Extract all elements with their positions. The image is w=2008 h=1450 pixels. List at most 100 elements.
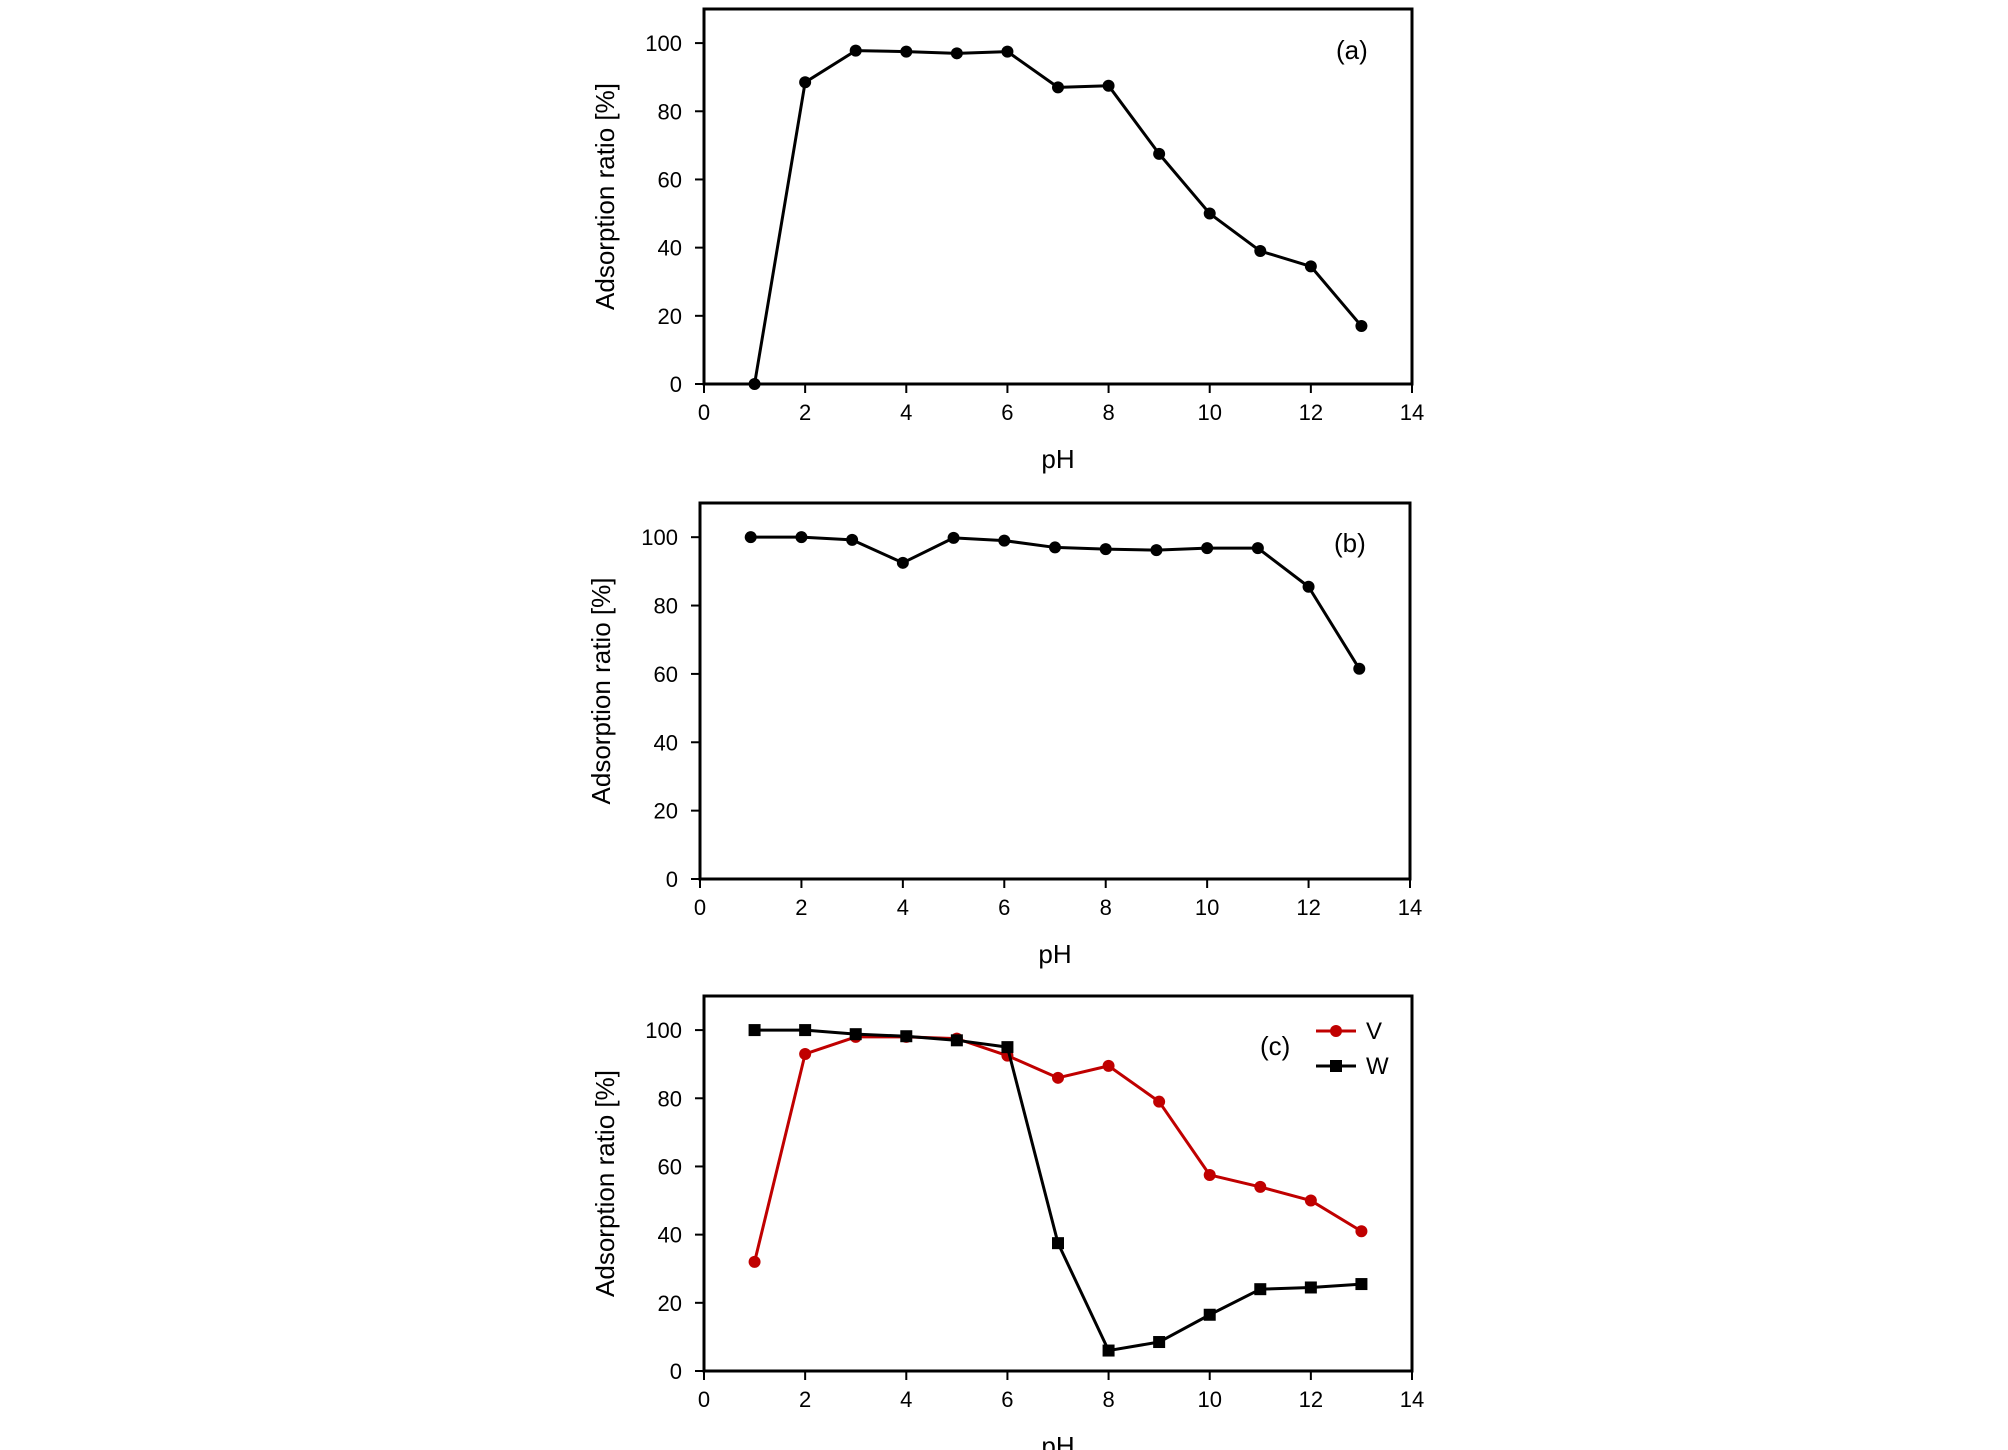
x-tick-label: 12	[1299, 400, 1323, 425]
x-tick-label: 10	[1197, 1387, 1221, 1412]
x-tick-label: 8	[1102, 400, 1114, 425]
series-1	[744, 531, 1366, 675]
x-tick-label: 0	[698, 400, 710, 425]
data-point	[1304, 1194, 1317, 1207]
panel-label: (c)	[1260, 1031, 1290, 1061]
series-w	[748, 1024, 1368, 1357]
y-tick-label: 80	[658, 1086, 682, 1111]
y-axis-title: Adsorption ratio [%]	[590, 83, 620, 310]
data-point	[799, 76, 812, 89]
legend-label: W	[1366, 1053, 1389, 1080]
x-tick-label: 6	[998, 895, 1010, 920]
x-tick-label: 4	[897, 895, 909, 920]
series-v	[748, 1030, 1368, 1268]
y-axis-title: Adsorption ratio [%]	[586, 578, 616, 805]
y-tick-label: 60	[658, 167, 682, 192]
x-tick-label: 0	[694, 895, 706, 920]
chart-panel-3: 0 2 4 6 8 10 12 14 0 20 40 60 80 100 pH Adsorption rati…	[590, 994, 1424, 1450]
data-point	[1052, 1237, 1064, 1250]
data-point	[1302, 580, 1315, 593]
plot-frame	[702, 994, 1414, 1373]
data-point	[947, 531, 960, 544]
data-point	[1099, 543, 1112, 556]
data-point	[748, 1024, 761, 1037]
legend: VW	[1316, 1018, 1389, 1080]
x-axis-title: pH	[1038, 939, 1071, 969]
data-point	[1052, 81, 1064, 94]
y-tick-label: 100	[645, 1018, 682, 1043]
data-point	[1254, 245, 1267, 258]
legend-marker	[1330, 1025, 1342, 1037]
x-tick-label: 10	[1197, 400, 1221, 425]
data-point	[748, 378, 761, 390]
data-point	[748, 1255, 761, 1268]
data-point	[1203, 1308, 1216, 1321]
x-tick-label: 6	[1001, 400, 1013, 425]
data-point	[900, 45, 913, 58]
y-tick-label: 100	[645, 31, 682, 56]
data-point	[1001, 1041, 1014, 1054]
y-tick-label: 60	[654, 662, 678, 687]
data-point	[1052, 1071, 1064, 1084]
series-line	[753, 49, 1363, 385]
x-tick-label: 12	[1296, 895, 1320, 920]
data-point	[849, 44, 862, 57]
data-point	[1102, 79, 1115, 92]
chart-panel-1: 0 2 4 6 8 10 12 14 0 20 40 60 80 100 pH Adsorption rati…	[590, 7, 1424, 474]
x-axis-title: pH	[1041, 444, 1074, 474]
plot-frame	[702, 7, 1414, 386]
legend-label: V	[1366, 1018, 1382, 1045]
y-tick-label: 80	[654, 594, 678, 619]
y-tick-label: 40	[658, 236, 682, 261]
series-line	[753, 1035, 1363, 1263]
x-tick-label: 2	[799, 400, 811, 425]
data-point	[1001, 45, 1014, 58]
series-1	[748, 44, 1368, 390]
data-point	[1254, 1180, 1267, 1193]
data-point	[744, 531, 757, 544]
data-point	[799, 1047, 812, 1060]
data-point	[1254, 1283, 1267, 1296]
x-tick-label: 12	[1299, 1387, 1323, 1412]
data-point	[846, 533, 859, 546]
data-point	[1355, 1225, 1368, 1238]
data-point	[1153, 147, 1166, 160]
data-point	[1102, 1059, 1115, 1072]
x-tick-label: 6	[1001, 1387, 1013, 1412]
data-point	[1153, 1095, 1166, 1108]
x-tick-label: 0	[698, 1387, 710, 1412]
data-point	[1049, 541, 1061, 554]
y-tick-label: 100	[641, 525, 678, 550]
data-point	[1150, 544, 1163, 557]
y-tick-label: 40	[658, 1223, 682, 1248]
y-tick-label: 0	[666, 867, 678, 892]
data-point	[1304, 1281, 1317, 1294]
data-point	[1304, 260, 1317, 273]
series-line	[750, 535, 1361, 670]
panel-label: (b)	[1334, 528, 1366, 558]
x-tick-label: 2	[795, 895, 807, 920]
x-tick-label: 14	[1400, 1387, 1424, 1412]
data-point	[1355, 320, 1368, 333]
x-tick-label: 8	[1102, 1387, 1114, 1412]
legend-marker	[1330, 1060, 1342, 1072]
data-point	[1355, 1278, 1368, 1291]
x-tick-label: 2	[799, 1387, 811, 1412]
chart-panel-2: 0 2 4 6 8 10 12 14 0 20 40 60 80 100 pH Adsorption rati…	[586, 501, 1422, 969]
data-point	[1203, 1168, 1216, 1181]
data-point	[1353, 662, 1366, 675]
x-tick-label: 14	[1398, 895, 1422, 920]
data-point	[1102, 1344, 1115, 1357]
y-axis-title: Adsorption ratio [%]	[590, 1070, 620, 1297]
y-tick-label: 0	[670, 372, 682, 397]
y-tick-label: 20	[658, 304, 682, 329]
data-point	[950, 1034, 963, 1047]
data-point	[849, 1028, 862, 1041]
y-tick-label: 20	[658, 1291, 682, 1316]
data-point	[1153, 1336, 1166, 1349]
y-tick-label: 40	[654, 730, 678, 755]
x-tick-label: 8	[1100, 895, 1112, 920]
data-point	[950, 47, 963, 60]
x-tick-label: 14	[1400, 400, 1424, 425]
